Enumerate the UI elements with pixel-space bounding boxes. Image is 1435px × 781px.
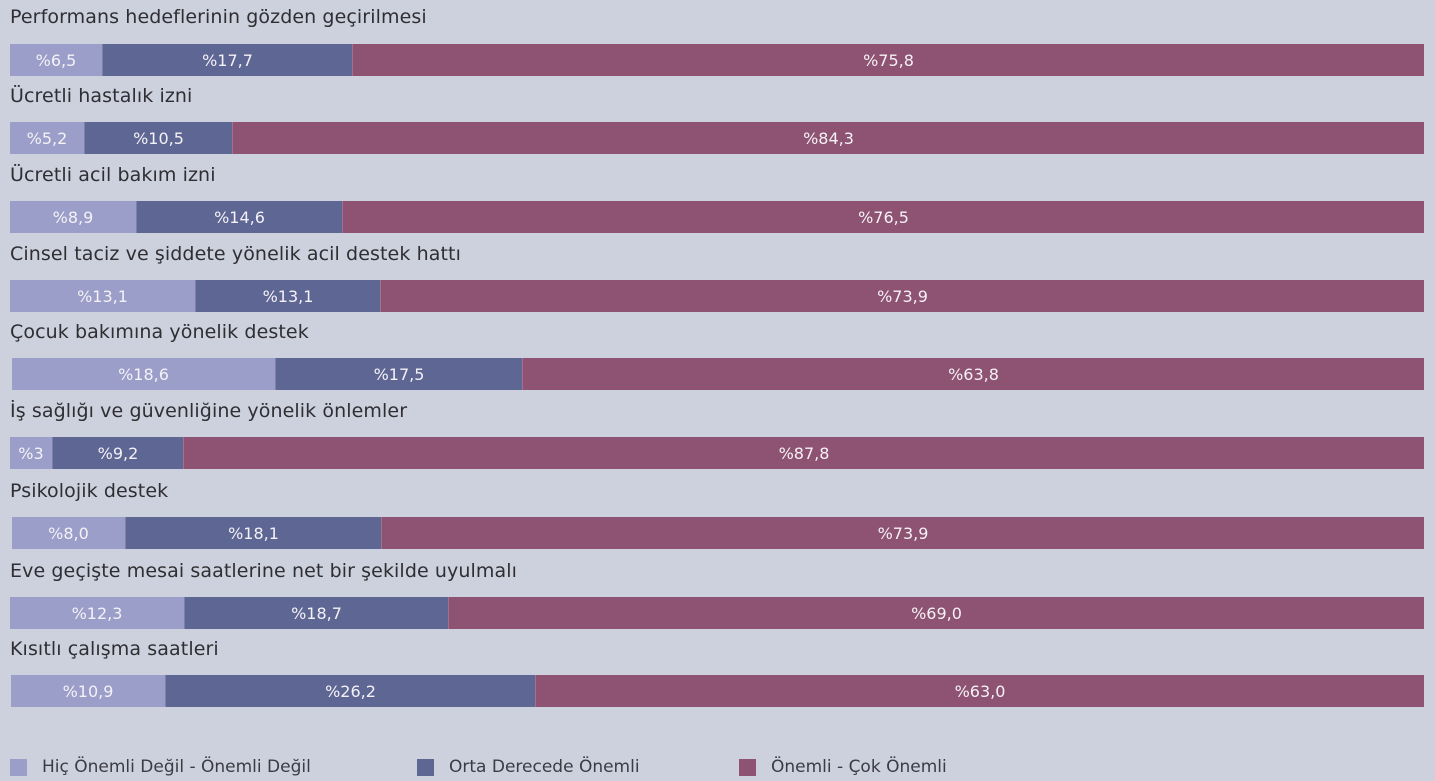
category-label: İş sağlığı ve güvenliğine yönelik önleml… [10,400,408,422]
legend-swatch-2 [417,759,434,776]
bar-segment-2: %18,7 [184,597,448,629]
category-label: Psikolojik destek [10,480,169,502]
bar-segment-2: %17,5 [275,358,522,390]
bar-segment-1: %3 [10,437,52,469]
legend-swatch-1 [10,759,27,776]
bar-segment-2: %26,2 [165,675,535,707]
bar-segment-2: %10,5 [84,122,232,154]
bar-segment-3: %75,8 [352,44,1424,76]
legend-swatch-3 [739,759,756,776]
bar-segment-3: %76,5 [342,201,1424,233]
bar-segment-1: %12,3 [10,597,184,629]
bar-segment-2: %17,7 [102,44,352,76]
bar-segment-2: %9,2 [52,437,183,469]
bar-segment-2: %18,1 [125,517,381,549]
bar-segment-3: %73,9 [381,517,1424,549]
category-label: Çocuk bakımına yönelik destek [10,321,309,343]
category-label: Ücretli acil bakım izni [10,164,216,186]
legend-label-1: Hiç Önemli Değil - Önemli Değil [42,757,311,777]
bar-segment-1: %5,2 [10,122,84,154]
category-label: Eve geçişte mesai saatlerine net bir şek… [10,560,518,582]
bar-segment-1: %8,0 [12,517,125,549]
bar-segment-1: %6,5 [10,44,102,76]
bar-segment-3: %73,9 [380,280,1424,312]
category-label: Cinsel taciz ve şiddete yönelik acil des… [10,243,461,265]
bar-segment-2: %14,6 [136,201,342,233]
bar-segment-1: %10,9 [11,675,165,707]
legend-label-3: Önemli - Çok Önemli [771,757,947,777]
bar-segment-1: %13,1 [10,280,195,312]
bar-segment-2: %13,1 [195,280,380,312]
bar-segment-1: %8,9 [10,201,136,233]
bar-segment-1: %18,6 [12,358,275,390]
bar-segment-3: %69,0 [448,597,1424,629]
bar-segment-3: %84,3 [232,122,1424,154]
category-label: Ücretli hastalık izni [10,85,193,107]
bar-segment-3: %63,8 [522,358,1424,390]
legend-label-2: Orta Derecede Önemli [449,757,640,777]
category-label: Kısıtlı çalışma saatleri [10,638,219,660]
bar-segment-3: %63,0 [535,675,1424,707]
bar-segment-3: %87,8 [183,437,1424,469]
category-label: Performans hedeflerinin gözden geçirilme… [10,6,427,28]
